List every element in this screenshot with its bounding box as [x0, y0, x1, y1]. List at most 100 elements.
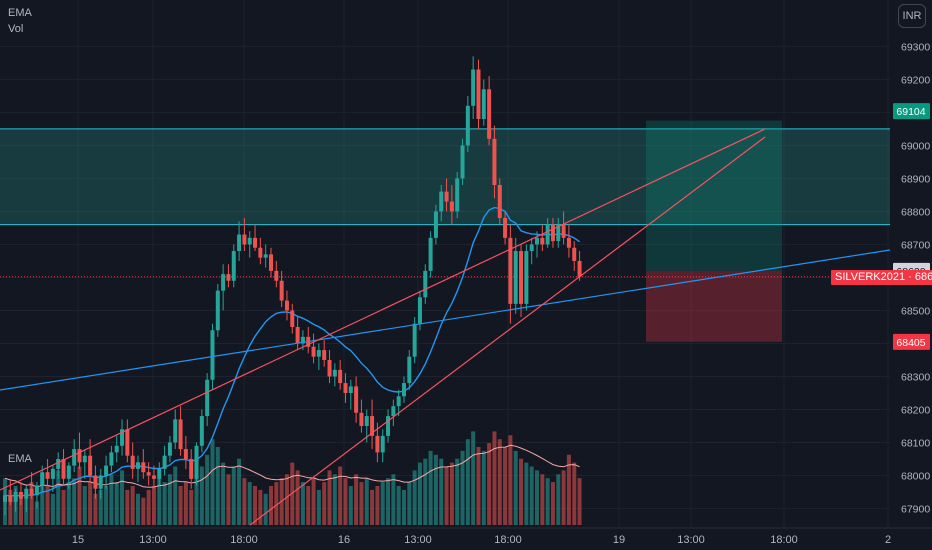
candle-body [370, 416, 375, 436]
volume-bar [439, 458, 444, 525]
volume-bar [98, 489, 103, 525]
x-tick-label: 18:00 [494, 534, 522, 546]
candle-body [460, 145, 465, 179]
candle-body [40, 472, 45, 486]
candle-body [391, 406, 396, 417]
volume-bar [519, 458, 524, 525]
candle-body [471, 69, 476, 106]
candle-body [269, 254, 273, 271]
legend-vol[interactable]: Vol [8, 23, 24, 35]
volume-bar [577, 478, 582, 525]
volume-bar [61, 489, 66, 525]
trend-line-blue [0, 249, 891, 391]
volume-bar [476, 447, 481, 525]
volume-bar [412, 470, 417, 525]
candle-body [428, 237, 433, 271]
candle-body [274, 270, 279, 281]
volume-bar [82, 486, 87, 525]
candle-body [13, 491, 18, 502]
candle-body [104, 465, 109, 476]
volume-bar [194, 478, 199, 525]
volume-pane-ema-label[interactable]: EMA [8, 453, 32, 465]
candle-body [34, 485, 39, 496]
candle-body [497, 185, 502, 219]
candle-body [311, 346, 316, 357]
candle-body [72, 449, 77, 466]
candle-body [77, 449, 82, 463]
volume-bar [120, 470, 125, 525]
time-axis[interactable]: 15 13:00 18:00 16 13:00 18:00 19 13:00 18:00 2 [0, 527, 932, 546]
volume-bar [503, 447, 508, 525]
candle-body [157, 468, 162, 479]
volume-bar [545, 478, 550, 525]
candle-body [354, 386, 359, 413]
candle-body [136, 462, 140, 469]
candle-body [519, 251, 524, 304]
candle-body [540, 237, 545, 245]
volume-bar [338, 466, 343, 525]
candle-body [476, 69, 481, 120]
price-badge: 68405 [893, 333, 930, 350]
candle-body [550, 224, 555, 242]
candle-body [359, 412, 364, 426]
currency-button[interactable]: INR [898, 4, 926, 28]
volume-bar [109, 474, 114, 525]
candle-body [508, 237, 513, 304]
candle-body [556, 224, 561, 242]
volume-bar [497, 439, 502, 525]
candle-body [535, 237, 539, 245]
candle-body [61, 458, 66, 479]
volume-bar [253, 486, 258, 525]
candle-body [455, 178, 460, 212]
volume-bar [455, 458, 460, 525]
legend-ema[interactable]: EMA [8, 7, 32, 19]
volume-bar [407, 482, 412, 525]
trend-line-lower [249, 136, 766, 526]
volume-bar [50, 493, 55, 525]
y-tick-label: 68800 [901, 206, 930, 218]
candle-body [98, 475, 103, 489]
x-tick-label: 13:00 [677, 534, 705, 546]
volume-bar [215, 447, 220, 525]
volume-bar [386, 478, 391, 525]
candle-body [237, 234, 242, 252]
volume-bar [226, 474, 231, 525]
y-tick-label: 68100 [901, 437, 930, 449]
volume-bar [34, 501, 39, 525]
volume-bar [354, 474, 359, 525]
volume-bar [375, 486, 380, 525]
candle-body [338, 369, 343, 384]
candle-body [412, 323, 417, 357]
candle-body [322, 350, 327, 360]
candle-body [253, 237, 258, 248]
volume-bar [540, 474, 545, 525]
volume-bar [141, 497, 146, 525]
candle-body [402, 383, 406, 397]
candle-body [146, 472, 151, 476]
volume-bar [93, 493, 98, 525]
candle-body [205, 379, 210, 417]
volume-bar [460, 450, 465, 525]
candle-body [167, 442, 172, 456]
volume-bar [529, 466, 534, 525]
volume-bar [380, 482, 385, 525]
volume-bar [444, 466, 449, 525]
volume-bar [8, 489, 13, 525]
candle-body [178, 419, 183, 450]
candle-body [18, 491, 23, 499]
volume-bar [535, 470, 539, 525]
candle-body [444, 191, 449, 202]
candle-body [45, 472, 50, 479]
candle-body [279, 280, 284, 301]
x-tick-label: 16 [338, 534, 350, 546]
candle-body [210, 330, 215, 380]
trend-lines[interactable] [0, 128, 891, 526]
candle-body [433, 211, 438, 238]
volume-bar [423, 458, 428, 525]
candle-body [332, 369, 337, 377]
volume-bar [151, 486, 156, 525]
candle-body [364, 416, 369, 426]
x-tick-label: 18:00 [770, 534, 798, 546]
volume-bar [29, 482, 34, 525]
